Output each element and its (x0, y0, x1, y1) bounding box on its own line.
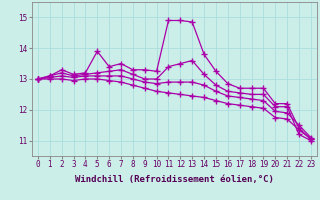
X-axis label: Windchill (Refroidissement éolien,°C): Windchill (Refroidissement éolien,°C) (75, 175, 274, 184)
